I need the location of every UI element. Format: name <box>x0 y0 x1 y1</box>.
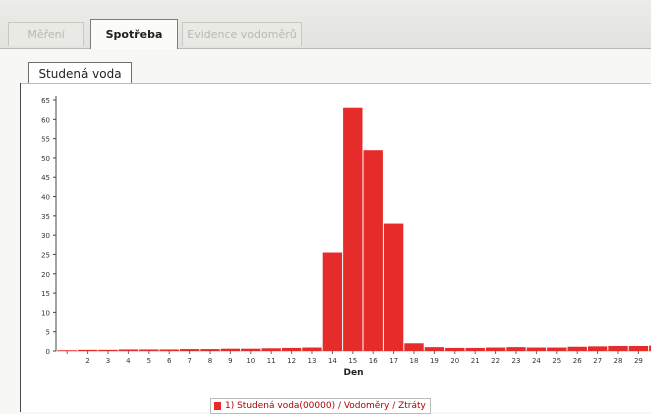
bar-day-23 <box>506 347 526 351</box>
y-tick-label: 40 <box>41 194 50 202</box>
panel-left-border <box>20 83 21 412</box>
y-tick-label: 60 <box>41 116 50 124</box>
x-axis-label: Den <box>344 368 364 378</box>
tab-spotreba[interactable]: Spotřeba <box>90 19 178 49</box>
tab-bar: Měření Spotřeba Evidence vodoměrů <box>0 0 651 49</box>
bar-day-7 <box>179 349 200 351</box>
bar-day-2 <box>77 349 98 351</box>
x-tick-label: 15 <box>348 357 357 365</box>
bar-day-21 <box>465 347 485 351</box>
bar-day-24 <box>526 347 547 351</box>
x-tick-label: 21 <box>471 357 480 365</box>
tab-mereni[interactable]: Měření <box>8 22 84 46</box>
y-tick-label: 0 <box>46 348 50 356</box>
panel-top-border <box>20 83 651 84</box>
x-tick-label: 13 <box>308 357 317 365</box>
bar-day-18 <box>404 343 424 351</box>
bar-day-8 <box>200 349 220 351</box>
x-tick-label: 8 <box>208 357 212 365</box>
y-tick-label: 45 <box>41 174 50 182</box>
x-tick-label: 11 <box>267 357 276 365</box>
bar-day-26 <box>567 346 587 351</box>
x-tick-label: 3 <box>106 357 110 365</box>
bar-day-28 <box>608 345 628 351</box>
y-tick-label: 35 <box>41 213 50 221</box>
bar-day-22 <box>485 347 506 351</box>
x-tick-label: 18 <box>410 357 419 365</box>
subtab-studena-voda[interactable]: Studená voda <box>28 62 132 84</box>
x-tick-label: 12 <box>287 357 296 365</box>
bar-day-6 <box>159 349 179 351</box>
x-tick-label: 20 <box>450 357 459 365</box>
bar-day-13 <box>302 347 322 351</box>
legend-extra-label: / Vodoměry / Ztráty <box>335 401 426 411</box>
x-tick-label: 19 <box>430 357 439 365</box>
x-tick-label: 9 <box>228 357 232 365</box>
x-tick-label: 24 <box>532 357 541 365</box>
bar-day-10 <box>241 348 261 351</box>
bar-day-25 <box>547 347 567 351</box>
legend-series-label: 1) Studená voda(00000) <box>225 401 336 411</box>
y-tick-label: 5 <box>46 329 50 337</box>
bar-day-19 <box>424 347 445 351</box>
bar-day-17 <box>383 223 404 351</box>
x-tick-label: 5 <box>147 357 151 365</box>
bar-day-16 <box>363 150 383 351</box>
y-tick-label: 65 <box>41 97 50 105</box>
y-tick-label: 20 <box>41 271 50 279</box>
y-tick-label: 30 <box>41 232 50 240</box>
x-tick-label: 27 <box>593 357 602 365</box>
bar-day-11 <box>261 348 281 351</box>
bar-day-3 <box>98 349 118 351</box>
x-tick-label: 22 <box>491 357 500 365</box>
x-tick-label: 6 <box>167 357 172 365</box>
x-tick-label: 7 <box>187 357 191 365</box>
bar-day-12 <box>281 347 302 351</box>
x-tick-label: 28 <box>614 357 623 365</box>
x-tick-label: 16 <box>369 357 378 365</box>
y-tick-label: 10 <box>41 309 50 317</box>
bar-day-27 <box>587 346 608 351</box>
x-tick-label: 25 <box>552 357 561 365</box>
tab-evidence-vodomeru[interactable]: Evidence vodoměrů <box>182 22 302 46</box>
bar-day-1 <box>57 350 77 352</box>
bar-day-20 <box>445 347 465 351</box>
chart-panel: 0 5 10 15 20 25 30 35 40 45 50 55 60 65 2 3 4 5 6 7 8 9 10 11 12… <box>21 84 651 412</box>
y-tick-label: 55 <box>41 136 50 144</box>
x-tick-label: 23 <box>512 357 521 365</box>
bar-day-9 <box>220 348 241 351</box>
bar-day-4 <box>118 349 139 351</box>
x-tick-label: 14 <box>328 357 337 365</box>
x-tick-label: 26 <box>573 357 582 365</box>
y-tick-label: 50 <box>41 155 50 163</box>
legend-swatch <box>214 402 221 410</box>
x-tick-label: 17 <box>389 357 398 365</box>
x-tick-label: 10 <box>246 357 255 365</box>
bar-day-30 <box>649 345 651 351</box>
bar-day-14 <box>322 252 343 351</box>
x-tick-label: 2 <box>85 357 89 365</box>
bar-day-5 <box>139 349 159 351</box>
x-tick-label: 29 <box>634 357 643 365</box>
bar-day-29 <box>628 345 649 351</box>
y-tick-label: 15 <box>41 290 50 298</box>
x-tick-label: 4 <box>126 357 131 365</box>
y-tick-label: 25 <box>41 251 50 259</box>
bar-day-15 <box>343 107 363 351</box>
